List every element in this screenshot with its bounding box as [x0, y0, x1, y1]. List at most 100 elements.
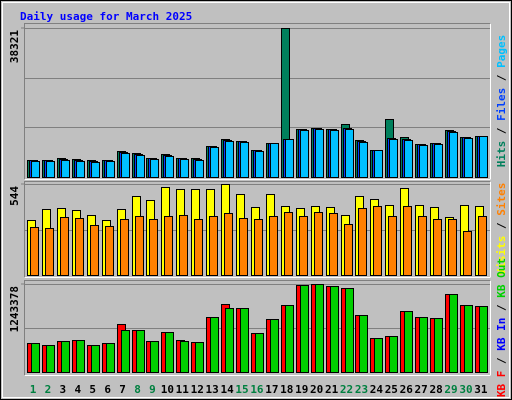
bar — [179, 215, 188, 276]
bar — [180, 341, 189, 373]
bar — [76, 161, 85, 178]
bar — [45, 228, 54, 276]
bar — [270, 143, 279, 178]
bar — [121, 153, 130, 178]
x-tick-label: 30 — [459, 383, 472, 396]
bar — [449, 132, 458, 178]
x-tick-label: 15 — [235, 383, 248, 396]
bar — [209, 216, 218, 276]
bar — [464, 138, 473, 178]
bar — [224, 213, 233, 276]
x-tick-label: 29 — [444, 383, 457, 396]
bar — [91, 345, 100, 373]
bar — [31, 161, 40, 178]
bar — [106, 161, 115, 178]
bar — [314, 212, 323, 276]
bar — [285, 305, 294, 373]
bar — [464, 305, 473, 373]
bar — [150, 159, 159, 178]
bar — [374, 150, 383, 178]
x-tick-label: 1 — [30, 383, 37, 396]
bar — [285, 139, 294, 178]
bar — [225, 141, 234, 178]
bar — [448, 219, 457, 276]
x-tick-label: 26 — [400, 383, 414, 396]
bar — [373, 206, 382, 276]
bar — [164, 216, 173, 276]
bar — [105, 226, 114, 276]
bar — [359, 142, 368, 178]
bar — [434, 144, 443, 178]
chart-title: Daily usage for March 2025 — [20, 10, 192, 23]
bar — [165, 156, 174, 178]
bar — [449, 294, 458, 373]
x-tick-label: 21 — [325, 383, 339, 396]
x-tick-label: 24 — [370, 383, 384, 396]
bar — [165, 332, 174, 373]
bar — [194, 219, 203, 276]
x-tick-label: 9 — [149, 383, 156, 396]
bar — [344, 224, 353, 276]
x-tick-label: 2 — [45, 383, 52, 396]
legend-entry: KB Out — [495, 258, 508, 298]
bar — [195, 160, 204, 178]
bar — [240, 142, 249, 178]
bar — [479, 306, 488, 373]
x-tick-label: 12 — [191, 383, 204, 396]
x-tick-label: 28 — [429, 383, 442, 396]
bar — [315, 284, 324, 373]
bar — [61, 341, 70, 373]
bar — [403, 206, 412, 276]
x-tick-label: 11 — [176, 383, 190, 396]
x-tick-label: 25 — [385, 383, 398, 396]
legend-separator: / — [495, 304, 508, 311]
legend-separator: / — [495, 357, 508, 364]
legend: Hits / Files / Pages — [495, 35, 508, 168]
y-tick-label: 38321 — [8, 30, 21, 63]
legend: KB F / KB In / KB Out — [495, 258, 508, 397]
bar — [300, 285, 309, 373]
x-tick-label: 31 — [474, 383, 488, 396]
legend-entry: KB In — [495, 318, 508, 351]
legend-separator: / — [495, 222, 508, 229]
legend-entry: Sites — [495, 183, 508, 216]
legend-separator: / — [495, 74, 508, 81]
bar — [255, 151, 264, 178]
bar — [180, 159, 189, 178]
y-tick-label: 1243378 — [8, 286, 21, 332]
x-tick-label: 4 — [74, 383, 81, 396]
x-tick-label: 16 — [250, 383, 264, 396]
bar — [359, 315, 368, 373]
x-tick-label: 23 — [355, 383, 368, 396]
x-tick-label: 17 — [265, 383, 278, 396]
bar — [150, 341, 159, 373]
bar — [239, 218, 248, 276]
bar — [120, 219, 129, 276]
legend-separator: / — [495, 127, 508, 134]
legend-entry: Visits — [495, 236, 508, 276]
bar — [419, 145, 428, 178]
bar — [76, 340, 85, 373]
bar — [136, 330, 145, 373]
bar — [121, 330, 130, 373]
y-tick-label: 544 — [8, 186, 21, 206]
bar — [210, 147, 219, 178]
x-tick-label: 18 — [280, 383, 293, 396]
bar — [255, 333, 264, 373]
bar — [463, 231, 472, 276]
x-tick-label: 20 — [310, 383, 323, 396]
x-tick-label: 7 — [119, 383, 126, 396]
bar — [195, 342, 204, 373]
bar — [46, 345, 55, 373]
bar — [225, 308, 234, 373]
x-tick-label: 13 — [206, 383, 219, 396]
x-tick-label: 10 — [161, 383, 174, 396]
bar — [91, 162, 100, 178]
bar — [315, 129, 324, 178]
bar — [149, 219, 158, 276]
bar — [75, 218, 84, 276]
bar — [433, 219, 442, 276]
